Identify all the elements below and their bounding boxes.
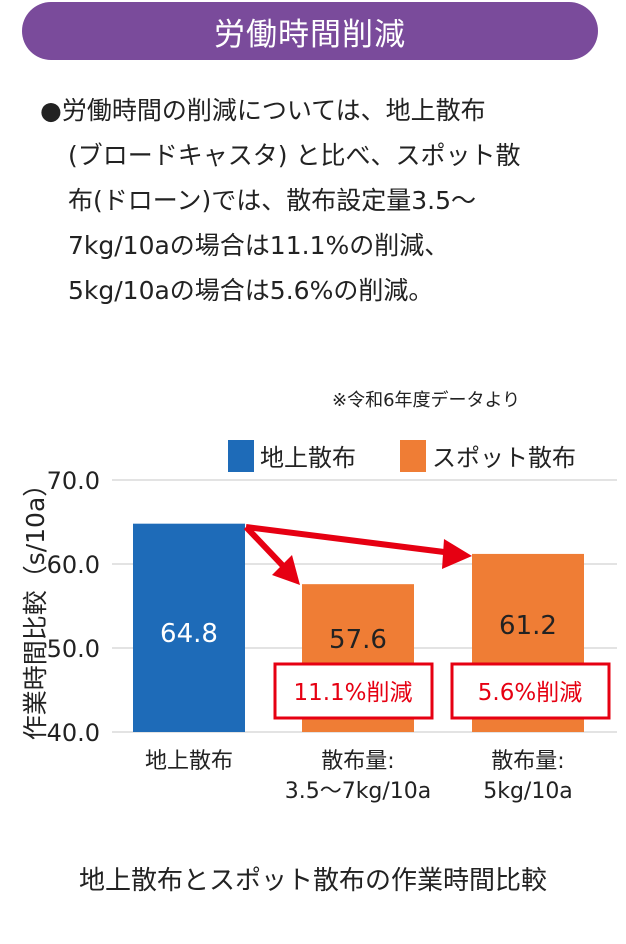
legend-swatch <box>228 440 254 472</box>
bar-value-label: 61.2 <box>499 611 557 641</box>
x-tick-label: 5kg/10a <box>483 779 573 804</box>
y-tick-label: 40.0 <box>47 719 100 747</box>
arrow-line <box>243 524 288 571</box>
bar <box>133 523 245 732</box>
arrowhead <box>272 555 300 585</box>
description-line: 7kg/10aの場合は11.1%の削減、 <box>68 231 450 260</box>
y-tick-label: 70.0 <box>47 467 100 495</box>
y-tick-label: 60.0 <box>47 551 100 579</box>
description-line: 布(ドローン)では、散布設定量3.5～ <box>68 186 477 215</box>
y-tick-label: 50.0 <box>47 635 100 663</box>
x-tick-label: 地上散布 <box>145 749 233 774</box>
description: ●労働時間の削減については、地上散布 (ブロードキャスタ) と比べ、スポット散 … <box>40 88 600 313</box>
reduction-badge <box>273 662 434 720</box>
arrowhead <box>442 539 472 569</box>
x-tick-label: 散布量: <box>321 749 394 774</box>
description-line: (ブロードキャスタ) と比べ、スポット散 <box>68 141 521 170</box>
reduction-label: 11.1%削減 <box>293 680 412 706</box>
legend-swatch <box>400 440 426 472</box>
data-source-note: ※令和6年度データより <box>332 390 521 411</box>
reduction-badge <box>450 662 611 720</box>
legend-label: スポット散布 <box>432 444 576 472</box>
description-line: 5kg/10aの場合は5.6%の削減。 <box>68 276 434 305</box>
arrow-line <box>245 524 453 556</box>
bar-value-label: 57.6 <box>329 625 387 655</box>
reduction-label: 5.6%削減 <box>478 680 582 706</box>
y-axis-label: 作業時間比較（s/10a） <box>21 472 50 741</box>
chart-caption: 地上散布とスポット散布の作業時間比較 <box>78 866 547 896</box>
description-line: ●労働時間の削減については、地上散布 <box>40 96 486 125</box>
x-tick-label: 3.5～7kg/10a <box>285 779 432 804</box>
bar-value-label: 64.8 <box>160 619 218 649</box>
section-title: 労働時間削減 <box>22 2 598 60</box>
x-tick-label: 散布量: <box>491 749 564 774</box>
legend-label: 地上散布 <box>260 444 356 472</box>
